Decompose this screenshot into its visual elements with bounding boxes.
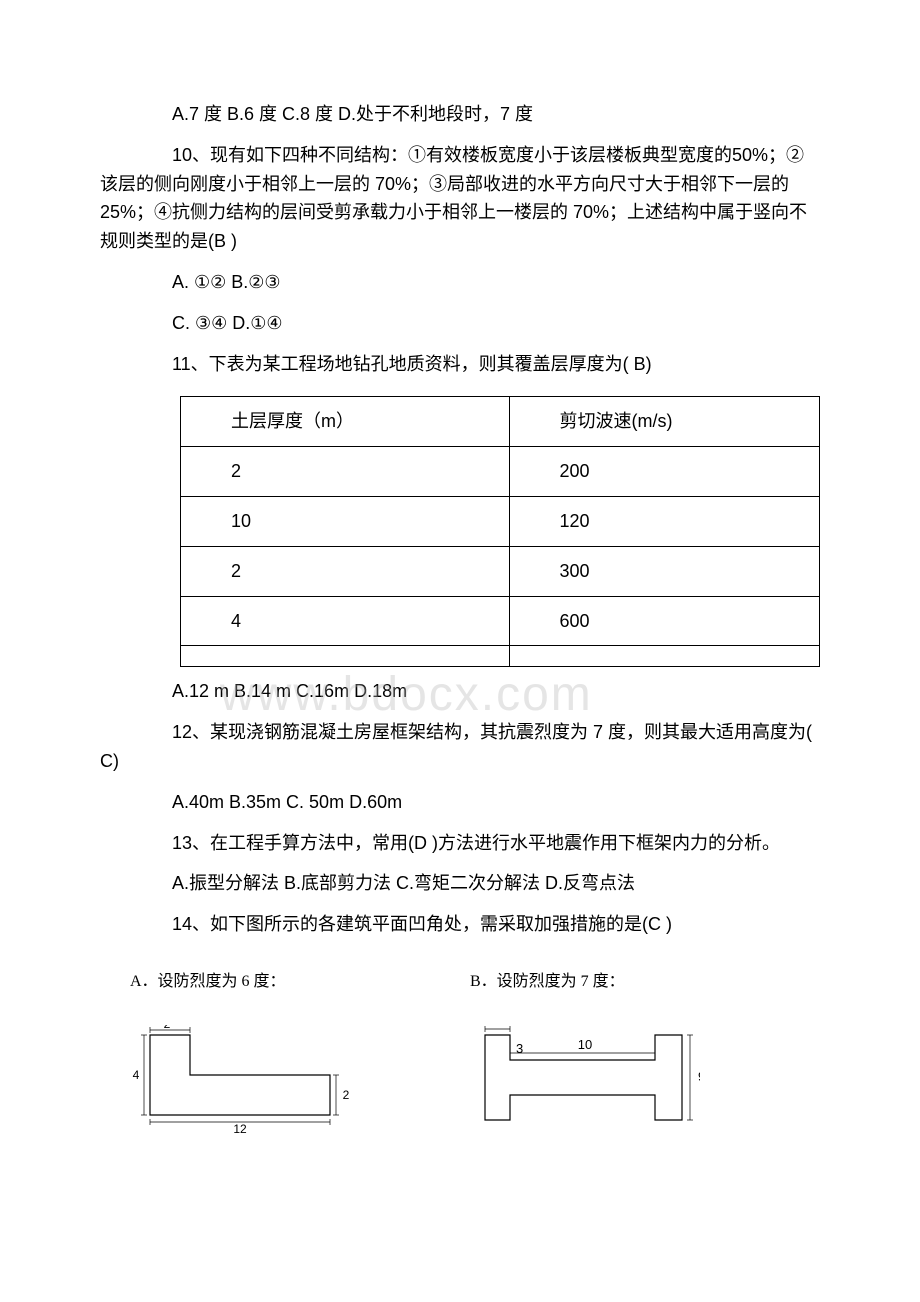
dim-label: 3	[516, 1041, 523, 1056]
figure-b-svg: 3 10 9	[470, 1025, 700, 1135]
table-cell: 4	[181, 596, 510, 646]
dim-label: 2	[164, 1025, 171, 1031]
q11-stem: 11、下表为某工程场地钻孔地质资料，则其覆盖层厚度为( B)	[100, 350, 820, 379]
figure-b-title: B．设防烈度为 7 度：	[470, 969, 790, 995]
table-cell: 300	[509, 546, 819, 596]
table-header-col1: 土层厚度（m）	[181, 397, 510, 447]
figure-a: A．设防烈度为 6 度： 2 4 2	[130, 969, 450, 1143]
q9-options: A.7 度 B.6 度 C.8 度 D.处于不利地段时，7 度	[100, 100, 820, 129]
table-row: 10 120	[181, 496, 820, 546]
table-row: 2 200	[181, 447, 820, 497]
q13-options: A.振型分解法 B.底部剪力法 C.弯矩二次分解法 D.反弯点法	[100, 869, 820, 898]
q10-stem: 10、现有如下四种不同结构：①有效楼板宽度小于该层楼板典型宽度的50%；②该层的…	[100, 141, 820, 256]
q10-options-c: C. ③④ D.①④	[100, 309, 820, 338]
q12-stem: 12、某现浇钢筋混凝土房屋框架结构，其抗震烈度为 7 度，则其最大适用高度为( …	[100, 718, 820, 776]
q12-options: A.40m B.35m C. 50m D.60m	[100, 788, 820, 817]
table-cell: 600	[509, 596, 819, 646]
table-cell	[181, 646, 510, 667]
table-cell: 120	[509, 496, 819, 546]
table-cell: 200	[509, 447, 819, 497]
dim-label: 10	[578, 1037, 592, 1052]
q10-options-a: A. ①② B.②③	[100, 268, 820, 297]
table-row: 2 300	[181, 546, 820, 596]
table-cell: 2	[181, 546, 510, 596]
figures-row: A．设防烈度为 6 度： 2 4 2	[100, 969, 820, 1143]
table-cell	[509, 646, 819, 667]
dim-label: 2	[343, 1088, 350, 1102]
figure-a-svg: 2 4 2 12	[130, 1025, 360, 1135]
table-header-col2: 剪切波速(m/s)	[509, 397, 819, 447]
table-row: 4 600	[181, 596, 820, 646]
figure-a-shape	[150, 1035, 330, 1115]
q13-stem: 13、在工程手算方法中，常用(D )方法进行水平地震作用下框架内力的分析。	[100, 829, 820, 858]
q11-options: A.12 m B.14 m C.16m D.18m	[100, 677, 820, 706]
figure-a-title: A．设防烈度为 6 度：	[130, 969, 450, 995]
q14-stem: 14、如下图所示的各建筑平面凹角处，需采取加强措施的是(C )	[100, 910, 820, 939]
dim-label: 12	[233, 1122, 247, 1135]
table-cell: 10	[181, 496, 510, 546]
table-row	[181, 646, 820, 667]
figure-b: B．设防烈度为 7 度： 3 10 9	[470, 969, 790, 1143]
dim-label: 9	[698, 1069, 700, 1084]
q11-table: 土层厚度（m） 剪切波速(m/s) 2 200 10 120 2 300 4 6…	[180, 396, 820, 667]
dim-label: 4	[133, 1068, 140, 1082]
table-cell: 2	[181, 447, 510, 497]
